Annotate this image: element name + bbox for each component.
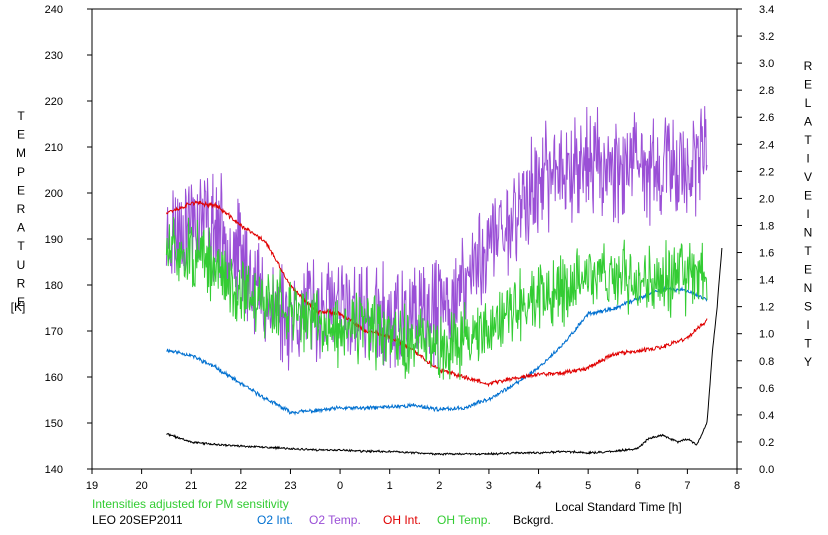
intensity-note: Intensities adjusted for PM sensitivity [92,497,289,511]
x-axis-label: Local Standard Time [h] [555,500,682,514]
y-left-tick-label: 220 [45,96,63,108]
y-right-tick-label: 2.4 [759,139,774,151]
y-right-label-letter: E [804,189,812,203]
y-left-axis-ticks: 140 150 160 170 180 190 200 210 220 230 240 [45,4,92,476]
y-right-label-letter: N [804,226,813,240]
y-left-label-letter: T [17,109,25,123]
y-right-label-letter: S [804,300,812,314]
x-tick-label: 7 [684,480,690,492]
x-tick-label: 21 [185,480,197,492]
y-right-label-letter: Y [804,355,812,369]
y-right-tick-label: 1.6 [759,248,774,260]
y-left-tick-label: 240 [45,4,63,16]
y-right-label-letter: L [805,96,812,110]
y-right-label-letter: T [804,133,812,147]
y-right-tick-label: 0.2 [759,437,774,449]
y-left-tick-label: 200 [45,188,63,200]
y-right-label-letter: I [806,318,809,332]
y-left-label-letter: P [17,165,25,179]
y-left-tick-label: 210 [45,142,63,154]
series-layer [165,106,723,456]
y-left-label-letter: A [17,221,25,235]
x-tick-label: 5 [585,480,591,492]
y-right-label-letter: T [804,337,812,351]
x-tick-label: 8 [734,480,740,492]
y-right-tick-label: 3.2 [759,31,774,43]
y-right-tick-label: 3.4 [759,4,774,16]
y-left-label-letter: E [17,128,25,142]
y-left-label-letter: R [17,276,26,290]
series-line-oh-temp [165,216,708,380]
caption: LEO 20SEP2011 [92,513,183,527]
legend-entry: Bckgrd. [513,513,554,527]
x-tick-label: 3 [486,480,492,492]
y-left-label-letter: U [17,258,26,272]
y-right-label-letter: V [804,170,812,184]
y-right-axis-ticks: 0.0 0.2 0.4 0.6 0.8 1.0 1.2 1.4 1.6 1.8 2.0 2.2 2.4 2… [737,4,774,476]
x-tick-label: 22 [235,480,247,492]
y-right-label-letter: A [804,115,812,129]
y-right-label-letter: N [804,281,813,295]
y-right-tick-label: 1.0 [759,329,774,341]
y-right-tick-label: 2.2 [759,166,774,178]
y-right-label-letter: E [804,263,812,277]
y-left-label-letter: T [17,239,25,253]
y-right-tick-label: 0.4 [759,410,774,422]
y-left-tick-label: 230 [45,50,63,62]
y-right-label-letter: T [804,244,812,258]
series-line-bckgrd [166,247,723,456]
y-left-label-letter: M [16,146,26,160]
y-right-label-letter: I [806,207,809,221]
y-right-tick-label: 2.8 [759,85,774,97]
y-left-tick-label: 140 [45,464,63,476]
legend-entry: OH Temp. [437,513,491,527]
y-left-tick-label: 180 [45,280,63,292]
y-right-label-letter: R [804,59,813,73]
x-tick-label: 20 [135,480,147,492]
y-left-tick-label: 190 [45,234,63,246]
y-left-tick-label: 170 [45,326,63,338]
legend-entry: OH Int. [383,513,421,527]
x-tick-label: 1 [387,480,393,492]
series-line-oh-int [165,200,708,388]
y-left-tick-label: 160 [45,372,63,384]
y-right-label-letter: E [804,78,812,92]
legend: O2 Int. O2 Temp. OH Int. OH Temp. Bckgrd. [257,513,554,527]
y-right-tick-label: 1.4 [759,275,774,287]
y-left-label-letter: E [17,183,25,197]
y-left-label-letter: R [17,202,26,216]
x-tick-label: 23 [284,480,296,492]
y-left-tick-label: 150 [45,418,63,430]
legend-entry: O2 Temp. [309,513,361,527]
x-tick-label: 0 [337,480,343,492]
x-tick-label: 4 [535,480,541,492]
y-right-label-letter: I [806,152,809,166]
y-right-tick-label: 3.0 [759,58,774,70]
x-tick-label: 6 [635,480,641,492]
y-right-tick-label: 2.0 [759,193,774,205]
x-axis-ticks: 19 20 21 22 23 0 1 2 3 4 5 6 7 8 [86,469,740,492]
y-right-tick-label: 0.6 [759,383,774,395]
y-right-tick-label: 1.2 [759,302,774,314]
x-tick-label: 19 [86,480,98,492]
y-left-label-letter: E [17,295,25,309]
y-right-tick-label: 1.8 [759,220,774,232]
legend-entry: O2 Int. [257,513,293,527]
y-right-tick-label: 2.6 [759,112,774,124]
y-right-tick-label: 0.8 [759,356,774,368]
y-right-tick-label: 0.0 [759,464,774,476]
series-line-o2-int [166,285,708,416]
y-left-axis-unit: [K] [11,300,26,314]
x-tick-label: 2 [436,480,442,492]
